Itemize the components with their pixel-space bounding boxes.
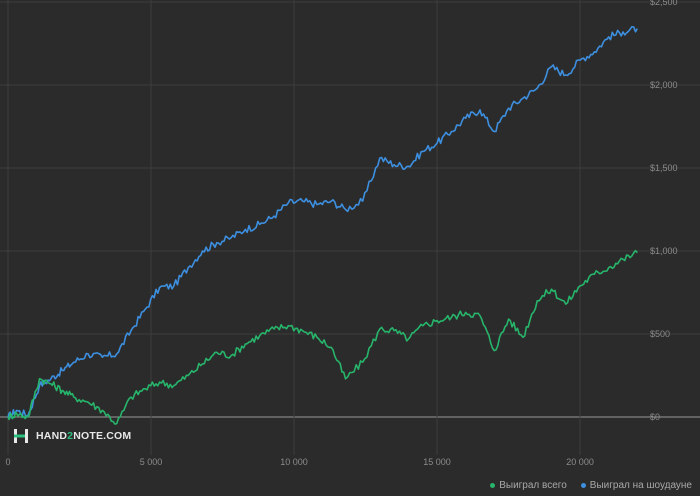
hand2note-logo: HAND2NOTE.COM bbox=[12, 426, 131, 446]
x-tick-label: 20 000 bbox=[566, 457, 594, 467]
hand2note-logo-text: HAND2NOTE.COM bbox=[36, 430, 132, 442]
y-tick-label: $2,500 bbox=[650, 0, 678, 7]
x-tick-label: 5 000 bbox=[140, 457, 163, 467]
legend-marker-showdown bbox=[580, 483, 586, 488]
x-tick-label: 15 000 bbox=[423, 457, 451, 467]
hand2note-logo-icon bbox=[14, 429, 28, 443]
legend-marker-total bbox=[490, 483, 496, 488]
y-tick-label: $1,500 bbox=[650, 163, 678, 173]
legend-item-showdown[interactable]: Выиграл на шоудауне bbox=[580, 480, 692, 491]
legend-item-total[interactable]: Выиграл всего bbox=[490, 480, 567, 491]
series-layer bbox=[7, 25, 638, 425]
x-tick-label: 0 bbox=[5, 457, 10, 467]
legend-label-total: Выиграл всего bbox=[499, 480, 567, 491]
x-axis-ticks: 0 5 000 10 000 15 000 20 000 bbox=[5, 457, 593, 467]
legend-label-showdown: Выиграл на шоудауне bbox=[589, 480, 692, 491]
series-line-showdown bbox=[7, 25, 638, 419]
y-axis-ticks: $0 $500 $1,000 $1,500 $2,000 $2,500 bbox=[650, 0, 678, 422]
y-tick-label: $1,000 bbox=[650, 246, 678, 256]
grid bbox=[0, 0, 700, 455]
chart-legend: Выиграл всего Выиграл на шоудауне bbox=[490, 480, 692, 491]
y-tick-label: $500 bbox=[650, 329, 670, 339]
x-tick-label: 10 000 bbox=[280, 457, 308, 467]
y-tick-label: $2,000 bbox=[650, 80, 678, 90]
series-line-total bbox=[7, 249, 638, 425]
y-tick-label: $0 bbox=[650, 412, 660, 422]
